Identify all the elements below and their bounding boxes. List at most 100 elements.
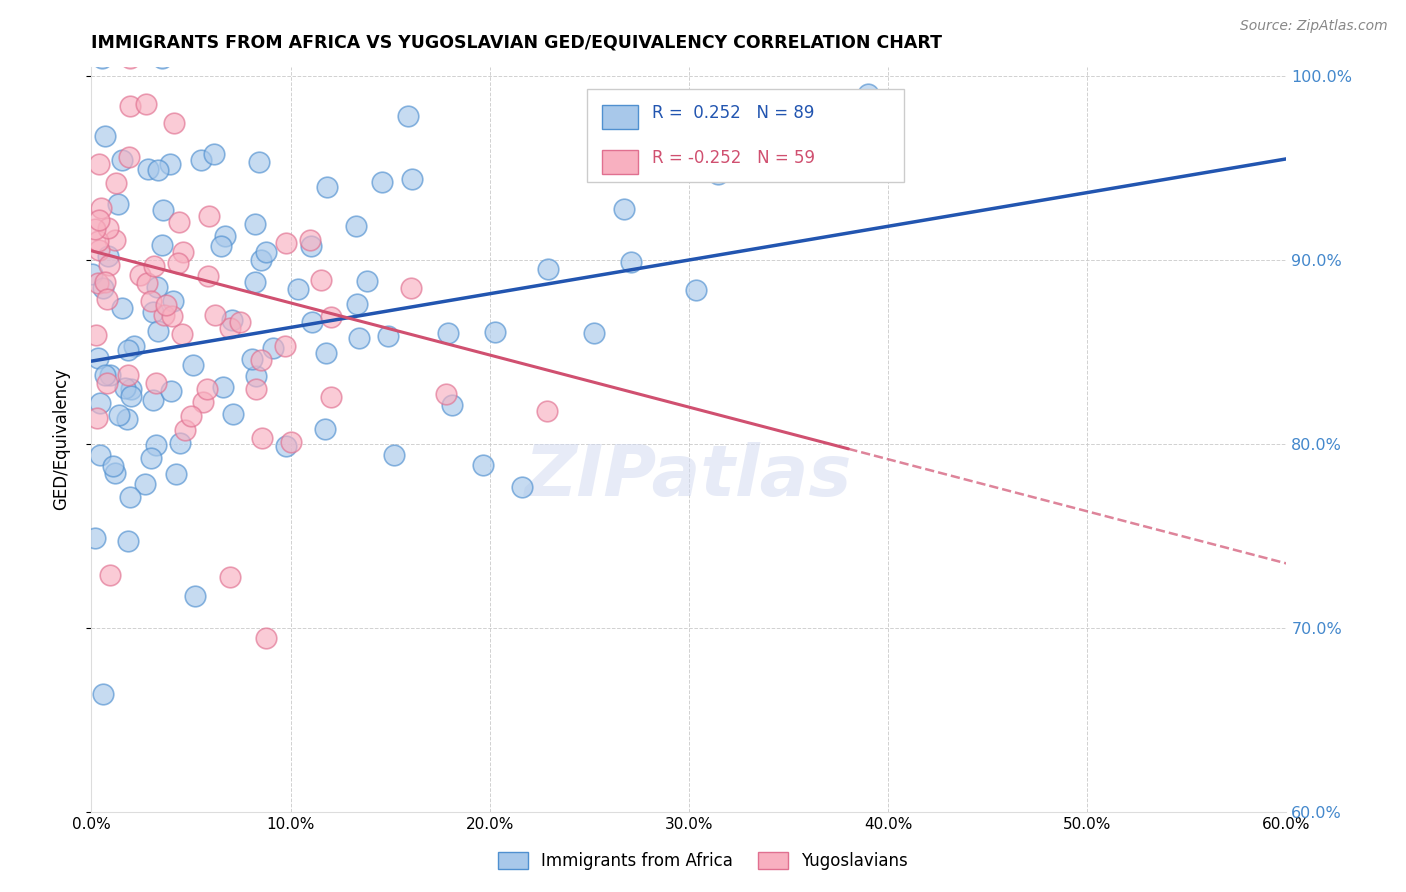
Point bbox=[142, 305, 165, 319]
Point bbox=[143, 259, 166, 273]
Point bbox=[111, 153, 134, 167]
Point bbox=[117, 411, 139, 425]
Point bbox=[120, 51, 142, 65]
Point bbox=[169, 435, 191, 450]
Point bbox=[120, 490, 142, 504]
Point bbox=[613, 202, 636, 216]
Point bbox=[93, 688, 115, 702]
Point bbox=[118, 150, 141, 164]
Point bbox=[229, 315, 252, 329]
Point bbox=[212, 380, 235, 394]
Point bbox=[245, 382, 267, 396]
Point bbox=[434, 387, 457, 401]
Point bbox=[249, 353, 271, 368]
Point bbox=[536, 404, 558, 418]
Point bbox=[377, 329, 399, 343]
Point bbox=[142, 392, 165, 407]
FancyBboxPatch shape bbox=[588, 89, 904, 182]
Point bbox=[356, 274, 378, 288]
Point bbox=[181, 358, 204, 372]
Point bbox=[209, 239, 232, 253]
Point bbox=[87, 157, 110, 171]
Point bbox=[150, 51, 173, 65]
Point bbox=[198, 209, 221, 223]
Point bbox=[91, 280, 114, 294]
Point bbox=[174, 423, 197, 437]
Point bbox=[129, 268, 152, 282]
Point bbox=[87, 213, 110, 227]
Point bbox=[484, 326, 506, 340]
Point bbox=[315, 346, 337, 360]
Point bbox=[122, 339, 145, 353]
Point bbox=[274, 439, 297, 453]
Point bbox=[114, 381, 136, 395]
Point bbox=[87, 243, 110, 257]
Point bbox=[166, 256, 188, 270]
Point bbox=[96, 376, 118, 390]
Point bbox=[139, 451, 162, 466]
Text: R = -0.252   N = 59: R = -0.252 N = 59 bbox=[652, 149, 815, 167]
Point bbox=[347, 331, 370, 345]
Point bbox=[316, 179, 339, 194]
Point bbox=[204, 308, 226, 322]
Point bbox=[103, 459, 125, 474]
Point bbox=[118, 99, 141, 113]
Point bbox=[148, 324, 170, 338]
Point bbox=[202, 146, 225, 161]
Point bbox=[309, 272, 332, 286]
Point bbox=[155, 298, 177, 312]
Point bbox=[135, 97, 157, 112]
Point bbox=[250, 252, 273, 267]
Point bbox=[262, 341, 284, 355]
Point bbox=[314, 421, 336, 435]
Point bbox=[97, 220, 120, 235]
Point bbox=[184, 589, 207, 603]
Point bbox=[89, 395, 111, 409]
Point bbox=[84, 327, 107, 342]
Point bbox=[243, 275, 266, 289]
Point bbox=[301, 315, 323, 329]
Point bbox=[86, 411, 108, 425]
Point bbox=[159, 157, 181, 171]
Point bbox=[94, 275, 117, 289]
Point bbox=[471, 458, 494, 472]
Point bbox=[91, 51, 114, 65]
FancyBboxPatch shape bbox=[602, 150, 637, 174]
Point bbox=[319, 310, 342, 324]
Point bbox=[214, 229, 236, 244]
Point bbox=[298, 233, 321, 247]
Point bbox=[84, 531, 107, 545]
Point bbox=[97, 249, 120, 263]
FancyBboxPatch shape bbox=[602, 105, 637, 129]
Point bbox=[160, 309, 183, 323]
Text: R =  0.252   N = 89: R = 0.252 N = 89 bbox=[652, 104, 814, 122]
Point bbox=[245, 369, 267, 384]
Point bbox=[87, 235, 110, 249]
Point bbox=[94, 368, 117, 383]
Point bbox=[104, 233, 127, 247]
Point bbox=[274, 338, 297, 352]
Point bbox=[276, 236, 298, 251]
Point bbox=[399, 281, 422, 295]
Point bbox=[107, 408, 129, 422]
Point bbox=[170, 326, 193, 341]
Point bbox=[94, 129, 117, 144]
Point bbox=[254, 244, 277, 259]
Point bbox=[145, 279, 167, 293]
Point bbox=[858, 87, 880, 101]
Point bbox=[280, 434, 302, 449]
Point bbox=[163, 116, 186, 130]
Point bbox=[437, 326, 460, 341]
Point bbox=[98, 258, 121, 272]
Point bbox=[139, 293, 162, 308]
Point bbox=[222, 407, 245, 421]
Point bbox=[117, 343, 139, 357]
Point bbox=[83, 222, 105, 236]
Point bbox=[165, 467, 187, 481]
Point bbox=[104, 176, 127, 190]
Text: Source: ZipAtlas.com: Source: ZipAtlas.com bbox=[1240, 19, 1388, 33]
Point bbox=[247, 154, 270, 169]
Point bbox=[299, 238, 322, 252]
Point bbox=[90, 201, 112, 215]
Point bbox=[240, 351, 263, 366]
